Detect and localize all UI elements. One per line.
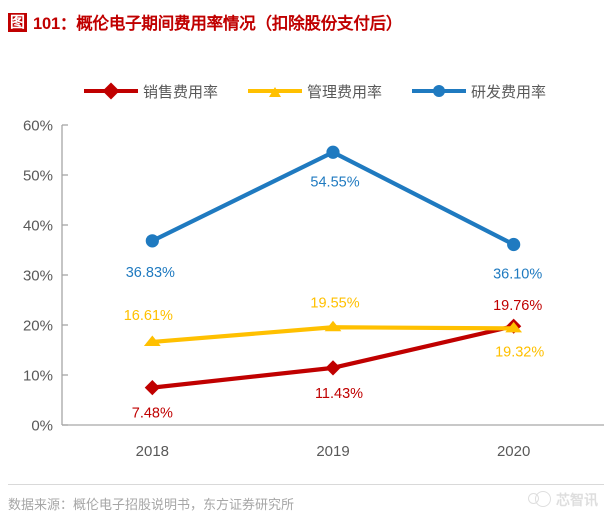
triangle-marker-icon (324, 320, 342, 332)
y-axis-tick-label: 30% (23, 268, 53, 285)
legend-swatch-rd (412, 83, 467, 99)
series-2: 16.61% 19.55% 19.32% (124, 295, 545, 360)
data-label: 19.32% (495, 344, 544, 360)
legend-label-admin: 管理费用率 (307, 83, 383, 101)
data-label: 36.10% (493, 267, 542, 283)
x-axis-tick-label: 2018 (136, 443, 169, 460)
y-axis-tick-label: 50% (23, 168, 53, 185)
legend-swatch-admin (248, 83, 303, 99)
y-axis-tick-label: 60% (23, 118, 53, 135)
chart-footer: 数据来源：概伦电子招股说明书，东方证券研究所 芯智讯 (0, 484, 612, 528)
chart-legend: 销售费用率 管理费用率 研发费用率 (84, 78, 554, 104)
y-axis-tick-label: 20% (23, 318, 53, 335)
diamond-marker-icon (102, 82, 120, 100)
legend-item-sales[interactable]: 销售费用率 (84, 81, 218, 102)
watermark-label: 芯智讯 (556, 492, 598, 508)
data-label: 19.55% (310, 295, 359, 311)
data-label: 16.61% (124, 308, 173, 324)
x-axis-tick-label: 2020 (497, 443, 530, 460)
watermark-circle-large (535, 491, 551, 507)
page-title: 101：概伦电子期间费用率情况（扣除股份支付后） (33, 15, 403, 33)
data-source-note: 数据来源：概伦电子招股说明书，东方证券研究所 (8, 497, 295, 512)
data-label: 36.83% (126, 265, 175, 281)
data-label: 7.48% (132, 406, 173, 422)
series-1: 7.48% 11.43% 19.76% (132, 298, 543, 421)
circle-marker-icon (433, 85, 446, 97)
circle-marker-icon (326, 145, 340, 159)
watermark: 芯智讯 (528, 490, 598, 510)
y-axis-tick-label: 10% (23, 368, 53, 385)
y-axis-tick-label: 0% (31, 418, 53, 435)
y-axis-tick-label: 40% (23, 218, 53, 235)
legend-swatch-sales (84, 82, 138, 100)
series-line (150, 324, 516, 390)
data-label: 19.76% (493, 298, 542, 314)
legend-label-sales: 销售费用率 (143, 83, 219, 101)
x-axis-tick-label: 2019 (316, 443, 349, 460)
legend-label-rd: 研发费用率 (471, 83, 547, 101)
circle-marker-icon (507, 237, 521, 252)
data-label: 54.55% (310, 174, 359, 190)
triangle-marker-icon (505, 321, 523, 333)
circle-marker-icon (145, 234, 159, 248)
footer-divider (8, 484, 604, 485)
diamond-marker-icon (325, 360, 341, 376)
figure-title: 图 101：概伦电子期间费用率情况（扣除股份支付后） (8, 8, 604, 36)
triangle-marker-icon (269, 87, 282, 97)
diamond-marker-icon (144, 380, 160, 396)
chart-plot-area: 0% 10% 20% 30% 40% 50% 60% 2018 2019 2020 7.48% 11.… (0, 116, 612, 476)
figure-title-badge: 图 (8, 12, 27, 32)
legend-item-rd[interactable]: 研发费用率 (412, 81, 546, 102)
legend-item-admin[interactable]: 管理费用率 (248, 81, 382, 102)
data-label: 11.43% (315, 386, 363, 402)
triangle-marker-icon (143, 335, 161, 346)
chart-svg: 0% 10% 20% 30% 40% 50% 60% 2018 2019 2020 7.48% 11.… (23, 118, 604, 460)
series-line (150, 150, 516, 247)
series-3: 36.83% 54.55% 36.10% (126, 145, 542, 283)
watermark-logo-icon (528, 490, 551, 510)
